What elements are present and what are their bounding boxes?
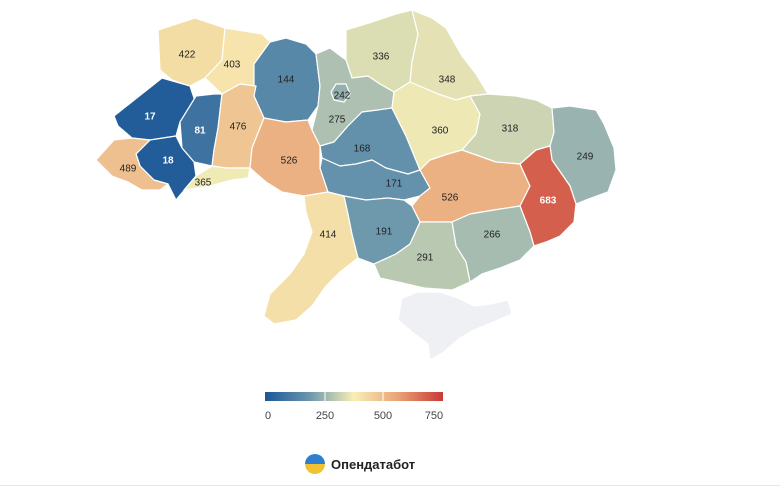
label-zhytomyr: 144 [278, 75, 295, 86]
divider [0, 485, 780, 486]
label-cherkasy: 168 [354, 144, 371, 155]
legend-tick-250: 250 [316, 410, 334, 422]
label-odesa: 414 [320, 230, 337, 241]
legend-tick-500: 500 [374, 410, 392, 422]
label-poltava: 360 [432, 126, 449, 137]
label-kyiv-oblast: 275 [329, 115, 346, 126]
label-ternopil: 81 [194, 126, 206, 137]
legend-tick-750: 750 [425, 410, 443, 422]
color-legend: 0 250 500 750 [265, 392, 443, 422]
brand-logo[interactable]: Опендатабот [305, 453, 415, 475]
label-zaporizhzhia: 266 [484, 230, 501, 241]
label-kharkiv: 318 [502, 124, 519, 135]
label-kherson: 291 [417, 253, 434, 264]
label-rivne: 403 [224, 60, 241, 71]
label-kirovohrad: 171 [386, 179, 403, 190]
label-luhansk: 249 [577, 152, 594, 163]
label-dnipropetrovsk: 526 [442, 193, 459, 204]
label-vinnytsia: 526 [281, 156, 298, 167]
legend-gradient-bar [265, 392, 443, 401]
label-sumy: 348 [439, 75, 456, 86]
regions-layer [95, 9, 617, 361]
label-chernihiv: 336 [373, 52, 390, 63]
legend-tick-0: 0 [265, 410, 271, 422]
label-donetsk: 683 [540, 196, 557, 207]
label-ivano-frankivsk: 18 [162, 156, 174, 167]
label-zakarpattia: 489 [120, 164, 137, 175]
region-odesa[interactable] [263, 191, 359, 325]
label-volyn: 422 [179, 50, 196, 61]
label-khmelnytskyi: 476 [230, 122, 247, 133]
region-kherson[interactable] [373, 221, 471, 291]
opendatabot-logo-icon [305, 454, 325, 474]
region-crimea[interactable] [397, 291, 513, 361]
region-chernivtsi[interactable] [183, 165, 251, 191]
value-labels: 422 403 144 336 348 275 242 17 81 476 18… [120, 50, 594, 264]
brand-name: Опендатабот [331, 456, 416, 472]
label-kyiv-city: 242 [334, 91, 351, 102]
label-lviv: 17 [144, 112, 156, 123]
label-mykolaiv: 191 [376, 227, 393, 238]
label-chernivtsi: 365 [195, 178, 212, 189]
region-kyiv-city[interactable] [330, 83, 351, 103]
region-zakarpattia[interactable] [95, 137, 169, 191]
